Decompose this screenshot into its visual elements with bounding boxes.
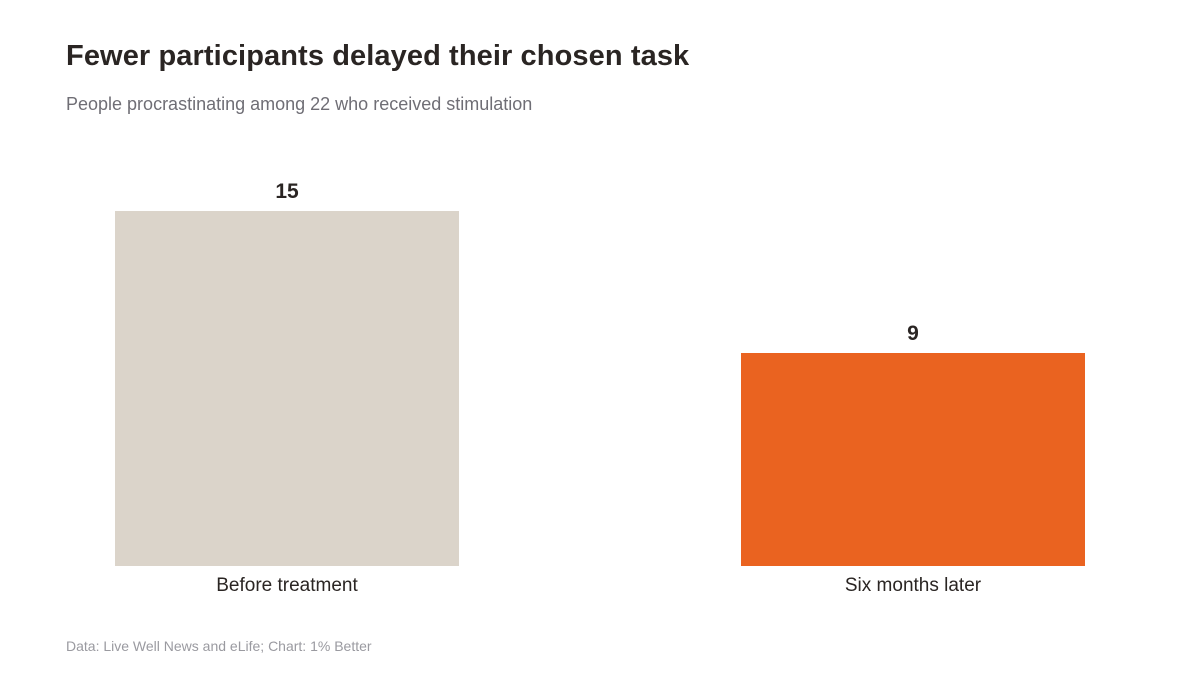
source-note: Data: Live Well News and eLife; Chart: 1… [66,638,372,654]
bar-1 [741,353,1085,566]
chart-title: Fewer participants delayed their chosen … [66,40,690,72]
bar-value-label-0: 15 [275,180,299,203]
category-label-0: Before treatment [216,575,358,596]
bar-0 [115,211,459,566]
category-label-1: Six months later [845,575,982,596]
chart-subtitle: People procrastinating among 22 who rece… [66,94,533,114]
bar-value-label-1: 9 [907,322,919,345]
